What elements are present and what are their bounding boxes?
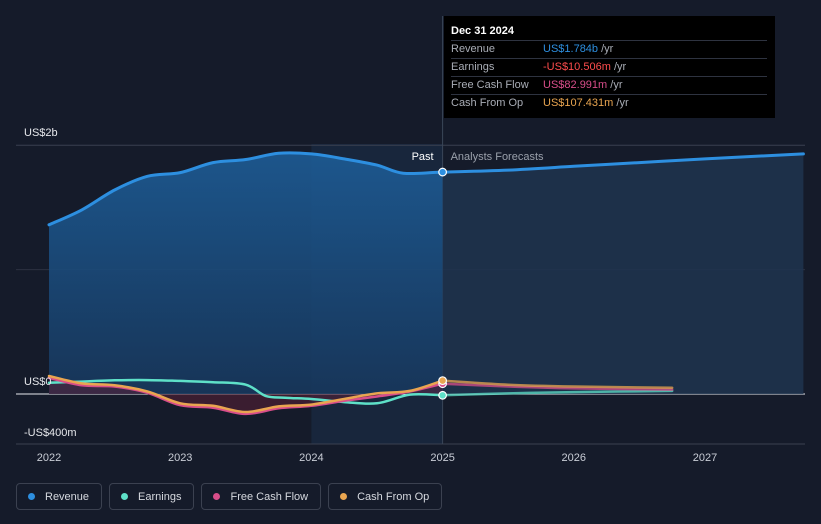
fcf-line-forecast — [441, 382, 674, 391]
revenue-dot-icon — [28, 493, 35, 500]
cash-from-op-dot-icon — [340, 493, 348, 500]
tooltip-row-earnings: Earnings -US$10.506m /yr — [451, 58, 767, 76]
tooltip-unit: /yr — [610, 79, 623, 91]
tooltip-unit: /yr — [601, 43, 614, 55]
tooltip-unit: /yr — [613, 61, 627, 73]
earnings-line-forecast — [441, 389, 674, 397]
x-tick-label: 2023 — [168, 452, 192, 464]
tooltip-label: Free Cash Flow — [451, 79, 529, 91]
cfo-marker — [438, 376, 448, 386]
y-axis-label: US$2b — [24, 127, 58, 139]
data-tooltip: Dec 31 2024 Revenue US$1.784b /yr Earnin… — [444, 16, 775, 118]
tooltip-date: Dec 31 2024 — [451, 25, 514, 37]
legend-item-cash-from-op[interactable]: Cash From Op — [328, 483, 443, 510]
earnings-marker — [438, 390, 448, 400]
past-label: Past — [412, 151, 434, 163]
tooltip-label: Cash From Op — [451, 97, 524, 109]
earnings-dot-icon — [121, 493, 129, 500]
earnings-line-past — [47, 378, 444, 406]
forecast-label: Analysts Forecasts — [451, 151, 544, 163]
tooltip-unit: /yr — [616, 97, 629, 109]
revenue-area-past — [49, 152, 443, 394]
x-tick-label: 2024 — [299, 452, 323, 464]
tooltip-value: US$82.991m — [543, 79, 608, 91]
x-tick-label: 2027 — [693, 452, 717, 464]
tooltip-label: Revenue — [451, 43, 496, 55]
y-axis-label: -US$400m — [24, 427, 77, 439]
x-tick-label: 2026 — [562, 452, 586, 464]
tooltip-value: US$107.431m — [543, 97, 614, 109]
legend-item-revenue[interactable]: Revenue — [16, 483, 103, 510]
tooltip-label: Earnings — [451, 61, 495, 73]
tooltip-row-revenue: Revenue US$1.784b /yr — [451, 40, 767, 58]
legend-item-earnings[interactable]: Earnings — [109, 483, 195, 510]
cfo-line-forecast — [441, 379, 674, 390]
revenue-line — [47, 151, 805, 227]
free-cash-flow-dot-icon — [213, 493, 221, 500]
cfo-line-past — [47, 374, 444, 414]
legend-label: Cash From Op — [357, 490, 430, 503]
free-cash-flow-area — [49, 377, 443, 414]
legend-label: Revenue — [45, 490, 90, 503]
legend-label: Free Cash Flow — [230, 490, 309, 503]
y-axis-label: US$0 — [24, 376, 52, 388]
chart-legend: Revenue Earnings Free Cash Flow Cash Fro… — [16, 483, 443, 510]
x-tick-label: 2022 — [37, 452, 61, 464]
x-tick-label: 2025 — [430, 452, 454, 464]
revenue-marker — [438, 167, 448, 177]
tooltip-value: US$1.784b — [543, 43, 599, 55]
tooltip-row-cash-from-op: Cash From Op US$107.431m /yr — [451, 94, 767, 112]
legend-label: Earnings — [138, 490, 182, 503]
tooltip-value: -US$10.506m — [543, 61, 611, 73]
revenue-area-forecast — [442, 153, 804, 394]
tooltip-row-free-cash-flow: Free Cash Flow US$82.991m /yr — [451, 76, 767, 94]
legend-item-free-cash-flow[interactable]: Free Cash Flow — [201, 483, 322, 510]
